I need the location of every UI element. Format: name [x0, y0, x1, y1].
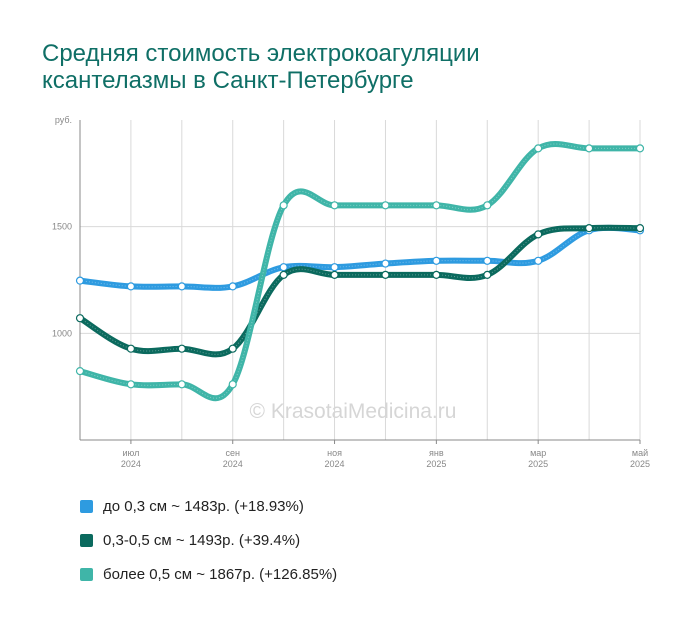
- series-2-point: [635, 224, 645, 233]
- series-3-point: [635, 144, 645, 153]
- y-tick-label: 1000: [52, 328, 72, 338]
- chart-title: Средняя стоимость электрокоагуляции ксан…: [42, 40, 662, 94]
- series-3-point: [279, 201, 288, 210]
- legend-label-large: более 0,5 см ~ 1867р. (+126.85%): [103, 565, 338, 583]
- legend-label-medium: 0,3-0,5 см ~ 1493р. (+39.4%): [103, 531, 301, 549]
- x-tick-month-label: сен: [225, 448, 240, 458]
- series-line-texture-2: [79, 227, 641, 355]
- series-3-point: [75, 366, 85, 376]
- legend-swatch-medium: [80, 533, 93, 547]
- chart-title-line-2: ксантелазмы в Санкт-Петербурге: [42, 67, 414, 94]
- x-tick-year-label: 2024: [121, 459, 141, 469]
- series-1-point: [534, 256, 543, 265]
- series-2-point: [75, 314, 85, 323]
- series-3-point: [483, 201, 492, 210]
- series-1-point: [228, 282, 237, 291]
- series-2-point: [330, 270, 339, 279]
- series-1-point: [330, 263, 339, 272]
- x-tick-year-label: 2024: [223, 459, 243, 469]
- y-tick-label: 1500: [52, 222, 72, 232]
- series-2-point: [432, 270, 441, 279]
- series-3-point: [381, 201, 390, 210]
- series-2-point: [228, 344, 237, 353]
- series-2-point: [177, 344, 186, 353]
- series-2-point: [584, 224, 594, 233]
- x-tick-month-label: июл: [122, 448, 139, 458]
- x-tick-year-label: 2025: [528, 459, 548, 469]
- series-3-point: [330, 201, 339, 210]
- series-1-point: [432, 256, 441, 265]
- series-1-point: [381, 259, 390, 268]
- x-tick-year-label: 2024: [325, 459, 345, 469]
- series-2-point: [279, 270, 288, 279]
- legend-item-medium[interactable]: 0,3-0,5 см ~ 1493р. (+39.4%): [80, 523, 337, 557]
- series-1-point: [177, 282, 186, 291]
- series-1-point: [126, 282, 136, 291]
- chart-legend: до 0,3 см ~ 1483р. (+18.93%) 0,3-0,5 см …: [80, 489, 337, 591]
- series-1-point: [279, 263, 288, 272]
- series-line-1: [77, 224, 643, 291]
- watermark-text: © KrasotaiMedicina.ru: [250, 400, 457, 423]
- series-2-point: [381, 270, 390, 279]
- series-3-point: [177, 380, 186, 389]
- series-3-point: [228, 380, 237, 389]
- series-2-point: [534, 230, 543, 239]
- legend-swatch-small: [80, 499, 93, 513]
- series-3-point: [534, 144, 543, 153]
- x-tick-month-label: ноя: [327, 448, 342, 458]
- series-3-point: [126, 380, 136, 389]
- series-3-point: [584, 144, 594, 153]
- legend-label-small: до 0,3 см ~ 1483р. (+18.93%): [103, 497, 304, 515]
- series-line-texture-1: [79, 227, 641, 289]
- x-tick-year-label: 2025: [630, 459, 650, 469]
- y-tick-label: руб.: [55, 115, 72, 125]
- series-line-texture-3: [79, 143, 640, 399]
- legend-item-large[interactable]: более 0,5 см ~ 1867р. (+126.85%): [80, 557, 337, 591]
- x-tick-year-label: 2025: [426, 459, 446, 469]
- series-1-point: [75, 276, 85, 285]
- series-2-point: [483, 270, 492, 279]
- x-tick-month-label: янв: [429, 448, 444, 458]
- series-1-point: [483, 256, 492, 265]
- series-3-point: [432, 201, 441, 210]
- series-line-2: [77, 224, 643, 358]
- chart-title-line-1: Средняя стоимость электрокоагуляции: [42, 40, 480, 67]
- legend-swatch-large: [80, 567, 93, 581]
- series-line-3: [77, 140, 643, 402]
- series-2-point: [126, 344, 136, 353]
- legend-item-small[interactable]: до 0,3 см ~ 1483р. (+18.93%): [80, 489, 337, 523]
- x-tick-month-label: мар: [530, 448, 546, 458]
- x-tick-month-label: май: [632, 448, 648, 458]
